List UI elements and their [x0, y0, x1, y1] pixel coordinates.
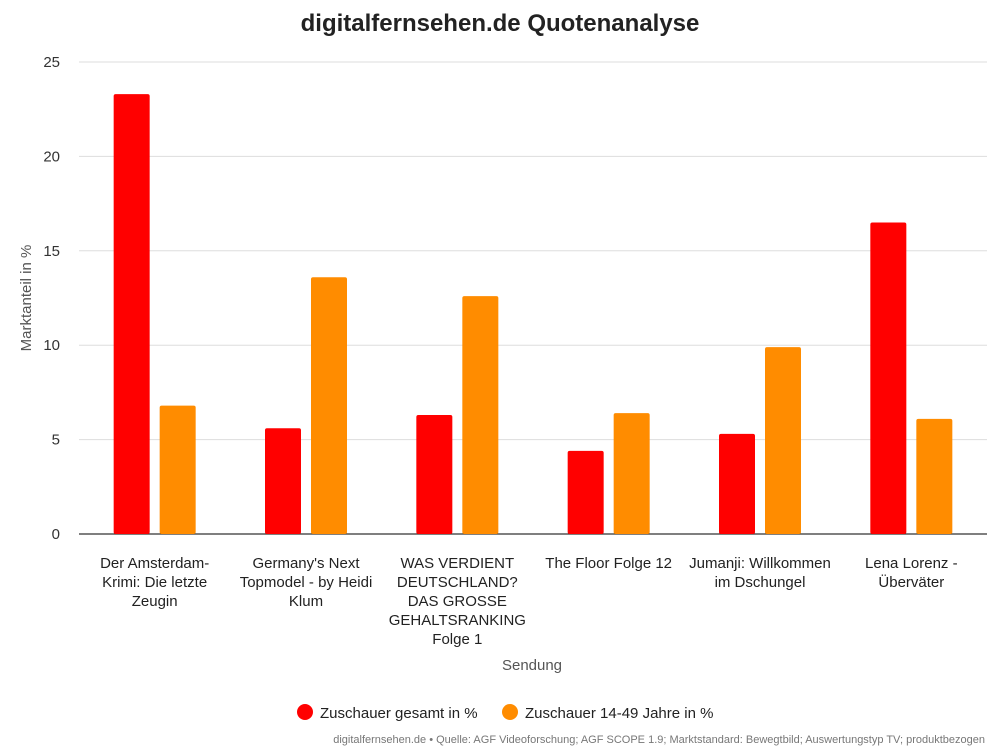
x-category-label-line: Topmodel - by Heidi	[240, 574, 373, 591]
x-category-label-line: im Dschungel	[715, 574, 806, 591]
x-category-label-1: Der Amsterdam- Krimi: Die letzte Zeugin	[100, 555, 209, 610]
x-category-label-line: GEHALTSRANKING	[389, 612, 526, 629]
bar-series-1-6[interactable]	[870, 222, 907, 535]
x-category-label-5: Jumanji: Willkommen im Dschungel	[689, 555, 831, 591]
bar-series-2-6[interactable]	[916, 418, 953, 534]
y-axis-ticks: 0 5 10 15 20 25	[43, 54, 60, 543]
y-tick-label: 0	[52, 526, 60, 543]
x-category-label-line: Germany's Next	[252, 555, 360, 572]
legend-item-series-2[interactable]: Zuschauer 14-49 Jahre in %	[502, 704, 713, 722]
x-category-label-line: Folge 1	[432, 631, 482, 648]
legend-swatch-series-2	[502, 704, 518, 720]
y-tick-label: 5	[52, 432, 60, 449]
x-category-label-line: Klum	[289, 593, 323, 610]
legend-label-series-2: Zuschauer 14-49 Jahre in %	[525, 705, 713, 722]
bar-series-2-3[interactable]	[462, 296, 499, 534]
x-category-label-line: Lena Lorenz -	[865, 555, 958, 572]
x-category-label-3: WAS VERDIENT DEUTSCHLAND? DAS GROSSE GEHALT…	[389, 555, 526, 648]
x-category-label-line: Krimi: Die letzte	[102, 574, 207, 591]
bar-series-2-5[interactable]	[765, 347, 801, 534]
legend-item-series-1[interactable]: Zuschauer gesamt in %	[297, 704, 478, 722]
x-category-label-line: Zeugin	[132, 593, 178, 610]
x-axis-label: Sendung	[502, 657, 562, 674]
bar-series-2-2[interactable]	[311, 277, 347, 534]
y-tick-label: 15	[43, 243, 60, 260]
gridlines	[79, 61, 987, 535]
x-category-label-line: Der Amsterdam-	[100, 555, 209, 572]
x-category-label-line: WAS VERDIENT	[401, 555, 515, 572]
legend-label-series-1: Zuschauer gesamt in %	[320, 705, 478, 722]
y-tick-label: 25	[43, 54, 60, 71]
bar-series-1-1[interactable]	[113, 94, 150, 534]
y-tick-label: 10	[43, 337, 60, 354]
legend: Zuschauer gesamt in % Zuschauer 14-49 Ja…	[297, 704, 713, 722]
y-tick-label: 20	[43, 148, 60, 165]
x-category-label-line: Jumanji: Willkommen	[689, 555, 831, 572]
x-category-label-6: Lena Lorenz -Überväter	[865, 555, 958, 591]
x-category-label-line: The Floor Folge 12	[545, 555, 672, 572]
bar-series-1-3[interactable]	[416, 415, 453, 534]
bar-series-2-1[interactable]	[159, 405, 196, 534]
bar-series-1-2[interactable]	[265, 428, 301, 534]
source-note: digitalfernsehen.de • Quelle: AGF Videof…	[333, 734, 985, 746]
y-axis-label: Marktanteil in %	[18, 245, 35, 352]
x-category-label-line: DEUTSCHLAND?	[397, 574, 518, 591]
x-category-label-4: The Floor Folge 12	[545, 555, 672, 572]
bar-series-2-4[interactable]	[613, 413, 650, 534]
bars	[113, 94, 953, 535]
legend-swatch-series-1	[297, 704, 313, 720]
bar-series-1-5[interactable]	[719, 433, 755, 534]
bar-series-1-4[interactable]	[567, 450, 604, 534]
x-category-label-2: Germany's Next Topmodel - by Heidi Klum	[240, 555, 373, 610]
x-category-label-line: DAS GROSSE	[408, 593, 507, 610]
x-axis-category-labels: Der Amsterdam- Krimi: Die letzte Zeugin Ger…	[100, 555, 958, 648]
x-category-label-line: Überväter	[878, 573, 944, 591]
chart-title: digitalfernsehen.de Quotenanalyse	[301, 10, 700, 37]
